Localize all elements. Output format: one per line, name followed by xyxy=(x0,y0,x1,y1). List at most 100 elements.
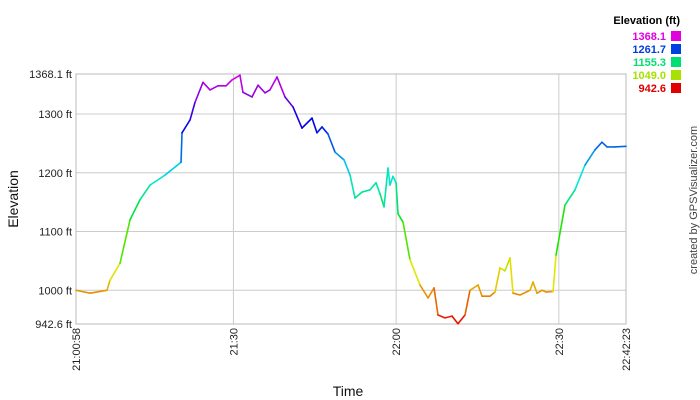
credit-text: created by GPSVisualizer.com xyxy=(688,126,700,274)
elevation-segment xyxy=(419,284,429,299)
legend-label: 942.6 xyxy=(638,83,666,95)
elevation-segment xyxy=(504,257,511,272)
elevation-segment xyxy=(451,315,459,325)
elevation-segment xyxy=(379,193,385,208)
legend-swatch xyxy=(671,70,681,80)
legend-swatch xyxy=(671,31,681,41)
elevation-segment xyxy=(231,74,241,81)
elevation-segment xyxy=(601,141,608,148)
elevation-segment xyxy=(180,132,183,163)
y-tick-label: 942.6 ft xyxy=(35,319,72,331)
elevation-line xyxy=(75,74,627,325)
y-tick-label: 1368.1 ft xyxy=(29,69,72,81)
elevation-segment xyxy=(257,84,266,94)
elevation-segment xyxy=(389,175,394,186)
elevation-segment xyxy=(402,221,411,261)
x-tick-label: 22:30 xyxy=(554,328,566,356)
x-tick-label: 22:42:23 xyxy=(621,328,633,371)
elevation-segment xyxy=(532,281,538,295)
elevation-segment xyxy=(75,289,91,295)
plot-frame xyxy=(75,73,627,325)
elevation-segment xyxy=(251,84,259,98)
legend-swatch xyxy=(671,44,681,54)
elevation-segment xyxy=(276,76,286,98)
elevation-segment xyxy=(392,175,397,184)
elevation-segment xyxy=(552,254,557,293)
elevation-segment xyxy=(594,141,603,151)
legend-title: Elevation (ft) xyxy=(613,15,680,27)
elevation-segment xyxy=(292,106,303,129)
legend-label: 1261.7 xyxy=(632,44,666,56)
elevation-segment xyxy=(499,267,506,272)
y-axis-label: Elevation xyxy=(5,170,21,228)
elevation-segment xyxy=(301,117,313,129)
elevation-segment xyxy=(239,74,244,94)
y-tick-label: 1100 ft xyxy=(39,227,72,239)
elevation-segment xyxy=(545,290,554,293)
x-axis-label: Time xyxy=(333,383,364,399)
y-tick-label: 1300 ft xyxy=(38,109,72,121)
elevation-segment xyxy=(564,189,576,206)
elevation-segment xyxy=(555,204,566,256)
legend-label: 1368.1 xyxy=(632,31,666,43)
elevation-segment xyxy=(457,314,466,325)
elevation-segment xyxy=(375,181,381,195)
x-tick-label: 22:00 xyxy=(391,328,403,356)
elevation-segment xyxy=(269,76,278,91)
elevation-segment xyxy=(354,191,363,199)
y-tick-label: 1000 ft xyxy=(38,285,72,297)
elevation-segment xyxy=(409,258,421,286)
elevation-segment xyxy=(149,174,166,186)
elevation-segment xyxy=(242,91,253,98)
elevation-segment xyxy=(437,314,446,319)
legend-label: 1049.0 xyxy=(632,70,666,82)
elevation-segment xyxy=(209,85,219,91)
y-tick-label: 1200 ft xyxy=(38,168,72,180)
elevation-segment xyxy=(89,290,101,295)
elevation-segment xyxy=(316,126,323,134)
elevation-segment xyxy=(264,89,271,94)
elevation-segment xyxy=(109,262,121,282)
elevation-segment xyxy=(164,161,182,176)
elevation-segment xyxy=(369,181,377,191)
elevation-segment xyxy=(574,164,586,191)
elevation-segment xyxy=(584,149,596,166)
elevation-segment xyxy=(494,267,501,293)
elevation-segment xyxy=(477,284,483,297)
elevation-segment xyxy=(181,119,191,134)
elevation-segment xyxy=(512,292,521,296)
elevation-segment xyxy=(464,289,471,316)
elevation-segment xyxy=(119,218,131,265)
elevation-segment xyxy=(334,151,345,161)
elevation-segment xyxy=(444,315,453,319)
x-axis-ticks: 21:00:58 21:30 22:00 22:30 22:42:23 xyxy=(71,328,633,371)
elevation-segment xyxy=(433,287,439,316)
grid xyxy=(75,73,627,325)
elevation-segment xyxy=(343,159,351,176)
elevation-segment xyxy=(129,198,141,221)
elevation-segment xyxy=(106,279,111,292)
legend-swatch xyxy=(671,57,681,67)
elevation-segment xyxy=(469,284,479,292)
x-tick-label: 21:00:58 xyxy=(71,328,83,371)
elevation-segment xyxy=(387,167,391,186)
y-axis-ticks: 942.6 ft 1000 ft 1100 ft 1200 ft 1300 ft 1368… xyxy=(29,69,72,331)
elevation-segment xyxy=(311,117,318,134)
x-tick-label: 21:30 xyxy=(228,328,240,356)
elevation-segment xyxy=(383,167,389,208)
elevation-segment xyxy=(397,213,404,223)
legend: Elevation (ft) 1368.11261.71155.31049.09… xyxy=(613,15,681,95)
elevation-segment xyxy=(202,81,211,91)
elevation-segment xyxy=(395,181,399,215)
elevation-segment xyxy=(361,189,371,193)
elevation-segment xyxy=(489,291,496,297)
elevation-segment xyxy=(327,133,336,154)
elevation-segment xyxy=(509,257,514,295)
elevation-segment xyxy=(614,145,627,148)
elevation-segment xyxy=(189,101,196,121)
elevation-segment xyxy=(194,81,204,104)
elevation-segment xyxy=(99,289,108,293)
elevation-segment xyxy=(519,289,531,296)
elevation-segment xyxy=(225,79,233,87)
